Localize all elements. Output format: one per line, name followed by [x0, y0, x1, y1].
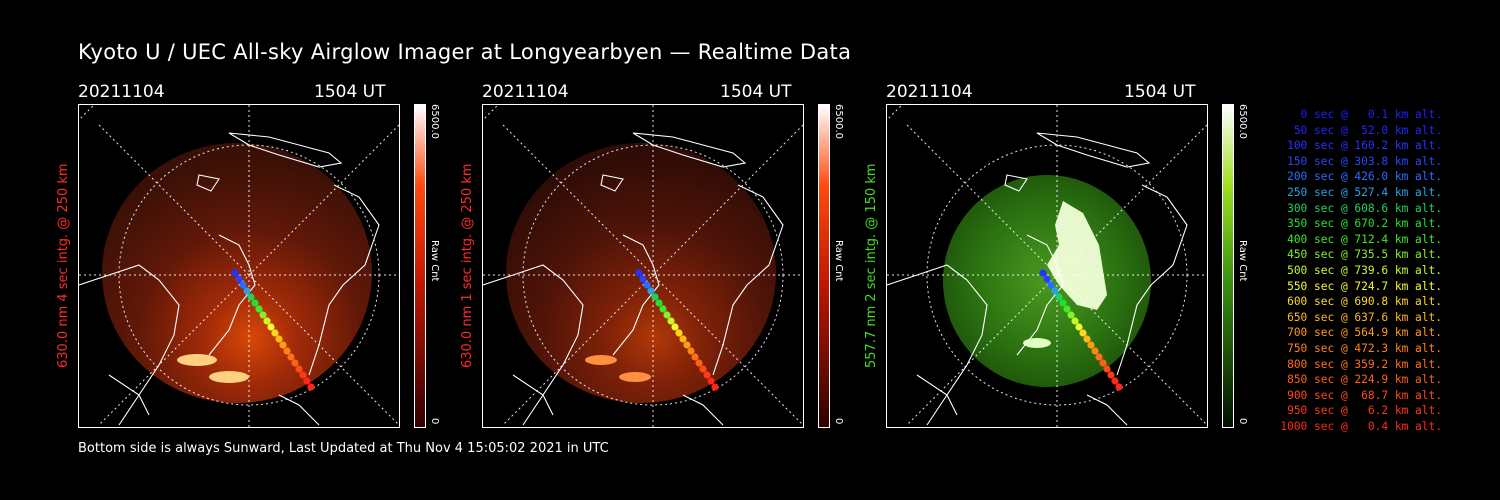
legend-row: 600 sec @ 690.8 km alt.: [1287, 295, 1442, 309]
panel-3-date: 20211104: [886, 82, 973, 102]
panel-1-colorbar-min: 0: [429, 418, 440, 425]
panel-2-image: [482, 104, 804, 428]
legend-row: 300 sec @ 608.6 km alt.: [1287, 201, 1442, 215]
legend-row: 400 sec @ 712.4 km alt.: [1287, 232, 1442, 246]
legend-row: 100 sec @ 160.2 km alt.: [1287, 139, 1442, 153]
grid-lines: [887, 105, 1207, 427]
legend-row: 200 sec @ 426.0 km alt.: [1287, 170, 1442, 184]
legend-row: 850 sec @ 224.9 km alt.: [1287, 373, 1442, 387]
panel-3-colorbar-max: 6500.0: [1237, 104, 1248, 139]
panel-1-colorbar-max: 6500.0: [429, 104, 440, 139]
legend-row: 50 sec @ 52.0 km alt.: [1293, 123, 1442, 137]
bright-spot-2: [619, 372, 651, 382]
legend-row: 1000 sec @ 0.4 km alt.: [1280, 419, 1442, 433]
bright-spot-1: [585, 355, 617, 365]
panel-3-time: 1504 UT: [1124, 82, 1196, 102]
panel-2-date: 20211104: [482, 82, 569, 102]
trajectory: [1039, 269, 1123, 391]
legend-row: 500 sec @ 739.6 km alt.: [1287, 263, 1442, 277]
legend-row: 550 sec @ 724.7 km alt.: [1287, 279, 1442, 293]
page-title: Kyoto U / UEC All-sky Airglow Imager at …: [78, 40, 852, 64]
time-altitude-legend: 0 sec @ 0.1 km alt. 50 sec @ 52.0 km alt…: [1262, 108, 1442, 435]
panel-3-image: [886, 104, 1208, 428]
panel-2-colorbar-min: 0: [833, 418, 844, 425]
panel-3-sky-map: [887, 105, 1207, 427]
panel-1-image: [78, 104, 400, 428]
legend-row: 450 sec @ 735.5 km alt.: [1287, 248, 1442, 262]
legend-row: 900 sec @ 68.7 km alt.: [1287, 388, 1442, 402]
panel-2-colorbar-unit: Raw Cnt: [833, 240, 844, 282]
panel-2-side-label: 630.0 nm 1 sec intg. @ 250 km: [460, 163, 475, 368]
panel-1-colorbar-unit: Raw Cnt: [429, 240, 440, 282]
bright-spot-1: [1023, 338, 1051, 348]
panel-3-colorbar-min: 0: [1237, 418, 1248, 425]
legend-row: 750 sec @ 472.3 km alt.: [1287, 341, 1442, 355]
trajectory: [231, 269, 315, 391]
legend-row: 350 sec @ 670.2 km alt.: [1287, 217, 1442, 231]
panel-1-date: 20211104: [78, 82, 165, 102]
legend-row: 700 sec @ 564.9 km alt.: [1287, 326, 1442, 340]
trajectory: [635, 269, 719, 391]
panel-1-side-label: 630.0 nm 4 sec intg. @ 250 km: [56, 163, 71, 368]
panel-2-colorbar: [818, 104, 830, 428]
panel-2-sky-map: [483, 105, 803, 427]
bright-spot-2: [209, 371, 249, 383]
footer-note: Bottom side is always Sunward, Last Upda…: [78, 441, 609, 456]
legend-row: 0 sec @ 0.1 km alt.: [1300, 108, 1442, 121]
panel-3-colorbar: [1222, 104, 1234, 428]
grid-lines: [79, 105, 399, 427]
panel-2-time: 1504 UT: [720, 82, 792, 102]
legend-row: 950 sec @ 6.2 km alt.: [1287, 404, 1442, 418]
coastlines: [887, 132, 1188, 426]
coastlines: [483, 132, 784, 426]
legend-row: 250 sec @ 527.4 km alt.: [1287, 185, 1442, 199]
panel-3-side-label: 557.7 nm 2 sec intg. @ 150 km: [864, 163, 879, 368]
bright-spot-1: [177, 354, 217, 366]
legend-row: 150 sec @ 303.8 km alt.: [1287, 154, 1442, 168]
grid-lines: [483, 105, 803, 427]
panel-1-colorbar: [414, 104, 426, 428]
panel-1-sky-map: [79, 105, 399, 427]
legend-row: 800 sec @ 359.2 km alt.: [1287, 357, 1442, 371]
panel-3-colorbar-unit: Raw Cnt: [1237, 240, 1248, 282]
legend-row: 650 sec @ 637.6 km alt.: [1287, 310, 1442, 324]
panel-1-time: 1504 UT: [314, 82, 386, 102]
coastlines: [79, 132, 380, 426]
panel-2-colorbar-max: 6500.0: [833, 104, 844, 139]
